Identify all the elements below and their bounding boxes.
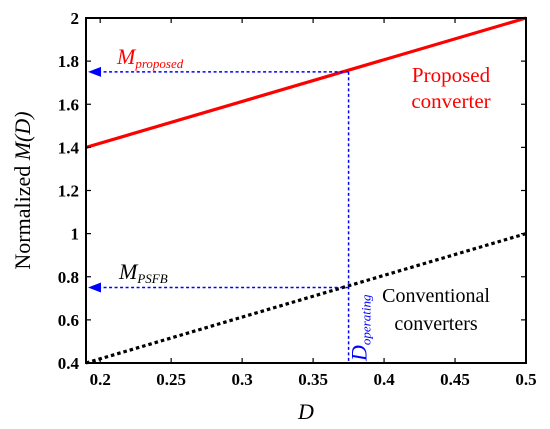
m-psfb-arrowhead [88,282,101,293]
proposed-converter-label: Proposed [412,63,491,87]
x-axis-label: D [297,399,314,424]
x-axis-ticks: 0.2 0.25 0.3 0.35 0.4 0.45 0.5 [90,18,537,389]
x-tick-label-4: 0.4 [373,370,395,389]
conventional-converters-label: Conventional [382,285,490,307]
y-tick-label-4: 1.2 [58,182,79,201]
y-tick-label-3: 1 [71,225,80,244]
y-tick-label-5: 1.4 [58,138,80,157]
conventional-converters-line [85,232,527,365]
y-axis-label: Normalized M(D) [10,111,35,269]
x-tick-label-1: 0.25 [156,370,186,389]
proposed-converter-line [85,16,527,149]
x-tick-label-3: 0.35 [298,370,328,389]
y-tick-label-6: 1.6 [58,95,79,114]
y-tick-label-7: 1.8 [58,52,79,71]
m-proposed-label: Mproposed [116,44,184,71]
d-operating-label: Doperating [347,294,374,362]
m-psfb-label: MPSFB [118,259,168,286]
y-tick-label-1: 0.6 [58,311,79,330]
x-tick-label-6: 0.5 [515,370,536,389]
y-axis-ticks: 0.4 0.6 0.8 1 1.2 1.4 1.6 1.8 2 [58,9,526,373]
operating-point-guides [88,66,350,363]
m-proposed-arrowhead [88,66,101,77]
y-tick-label-0: 0.4 [58,354,80,373]
y-tick-label-8: 2 [71,9,80,28]
x-tick-label-0: 0.2 [90,370,111,389]
x-tick-label-5: 0.45 [440,370,470,389]
conventional-converters-label-line2: converters [394,313,478,335]
x-tick-label-2: 0.3 [232,370,253,389]
proposed-converter-label-line2: converter [411,89,490,113]
y-tick-label-2: 0.8 [58,268,79,287]
plot-lines [85,16,527,365]
